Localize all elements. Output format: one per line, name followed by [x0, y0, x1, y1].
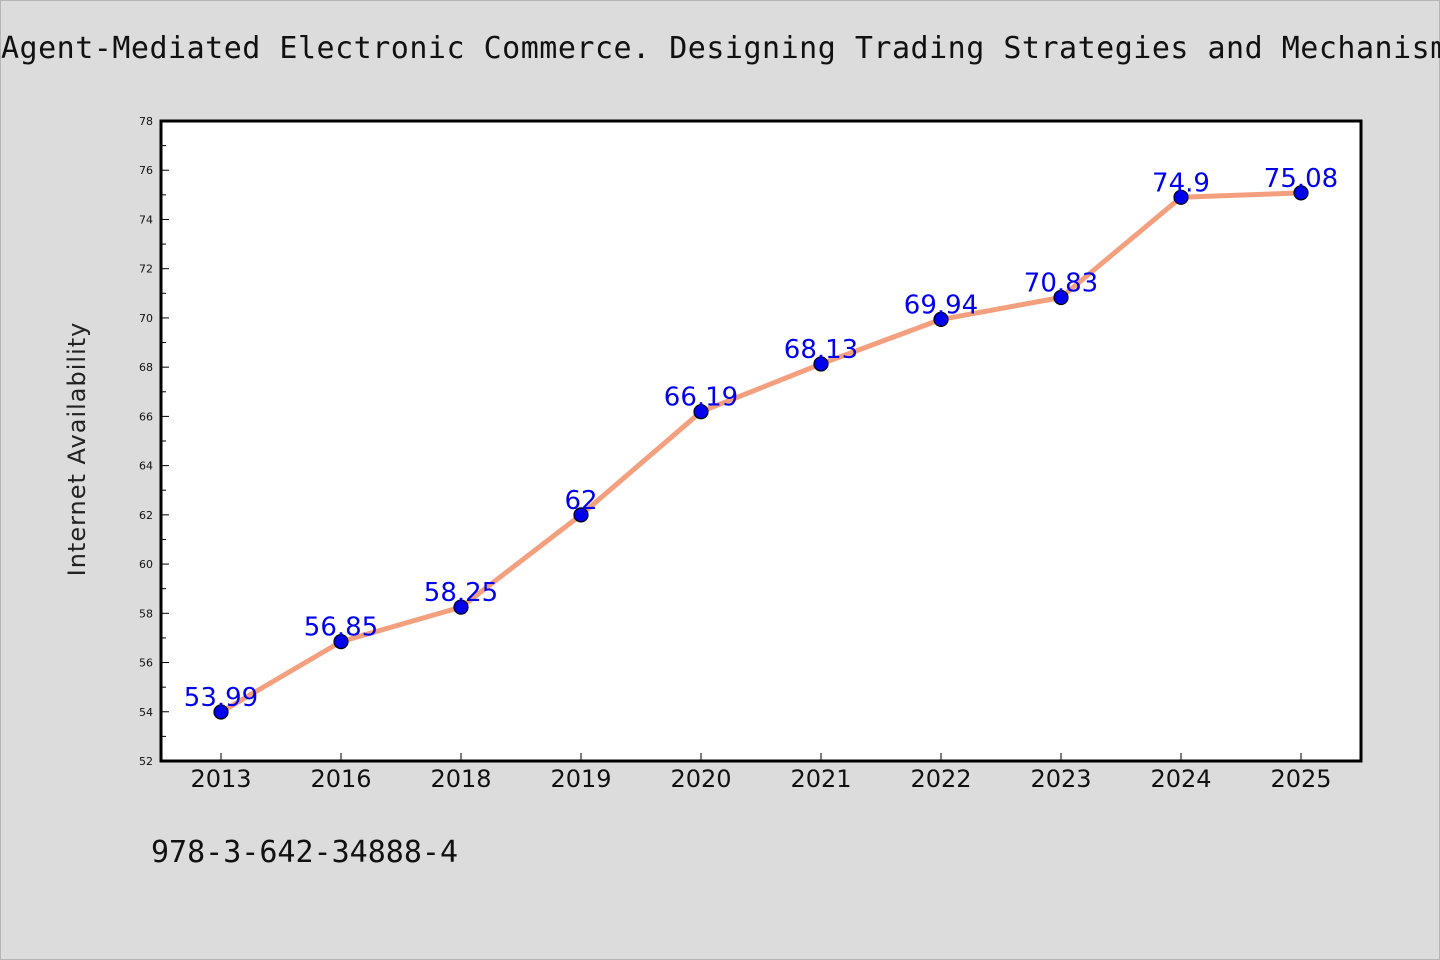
x-tick-label: 2021 [790, 765, 851, 793]
x-tick-label: 2018 [430, 765, 491, 793]
plot-area [161, 121, 1361, 761]
y-tick-label: 68 [139, 361, 153, 374]
data-point [1293, 185, 1309, 201]
data-point [1173, 189, 1189, 205]
x-tick-label: 2013 [190, 765, 251, 793]
x-tick-label: 2020 [670, 765, 731, 793]
y-tick-label: 56 [139, 657, 153, 670]
data-label: 53.99 [184, 683, 258, 713]
x-tick-label: 2025 [1270, 765, 1331, 793]
data-label: 58.25 [424, 578, 498, 608]
y-tick-label: 70 [139, 312, 153, 325]
y-tick-label: 76 [139, 164, 153, 177]
y-tick-label: 52 [139, 755, 153, 768]
data-point [1053, 289, 1069, 306]
y-tick-label: 74 [139, 213, 153, 226]
data-label: 56.85 [304, 613, 378, 643]
data-markers [213, 185, 1309, 720]
data-point [453, 599, 469, 615]
y-tick-label: 64 [139, 460, 153, 473]
data-point [573, 507, 589, 523]
data-label: 75.08 [1264, 164, 1338, 194]
data-label: 66.19 [664, 383, 738, 413]
data-point [333, 634, 349, 650]
data-label: 74.9 [1152, 168, 1210, 198]
data-point [213, 704, 229, 720]
x-tick-label: 2016 [310, 765, 371, 793]
y-tick-label: 72 [139, 263, 153, 276]
y-tick-label: 78 [139, 115, 153, 128]
y-tick-label: 60 [139, 558, 153, 571]
series-line [218, 190, 1304, 715]
x-tick-label: 2024 [1150, 765, 1211, 793]
data-point [933, 311, 949, 327]
data-label: 69.94 [904, 290, 978, 320]
data-labels: 53.99 56.85 58.25 62 66.19 68.13 69.94 70.83 74.… [184, 164, 1338, 713]
y-tick-label: 54 [139, 706, 153, 719]
data-label: 70.83 [1024, 268, 1098, 298]
plot-frame [159, 119, 1363, 763]
y-tick-label: 58 [139, 607, 153, 620]
y-tick-label: 62 [139, 509, 153, 522]
y-tick-label: 66 [139, 410, 153, 423]
isbn-text: 978-3-642-34888-4 [151, 835, 459, 870]
data-point [813, 356, 829, 372]
x-axis-ticks: 2013 2016 2018 2019 2020 2021 2022 2023 2024 2025 [190, 753, 1332, 793]
x-tick-label: 2023 [1030, 765, 1091, 793]
x-tick-label: 2022 [910, 765, 971, 793]
data-label: 68.13 [784, 335, 858, 365]
x-tick-label: 2019 [550, 765, 611, 793]
data-label: 62 [564, 486, 597, 516]
y-axis-ticks: 52 54 56 58 60 62 64 66 68 70 72 74 76 78 [139, 115, 169, 768]
data-point [693, 404, 709, 420]
chart-title: Agent-Mediated Electronic Commerce. Desi… [1, 31, 1440, 66]
